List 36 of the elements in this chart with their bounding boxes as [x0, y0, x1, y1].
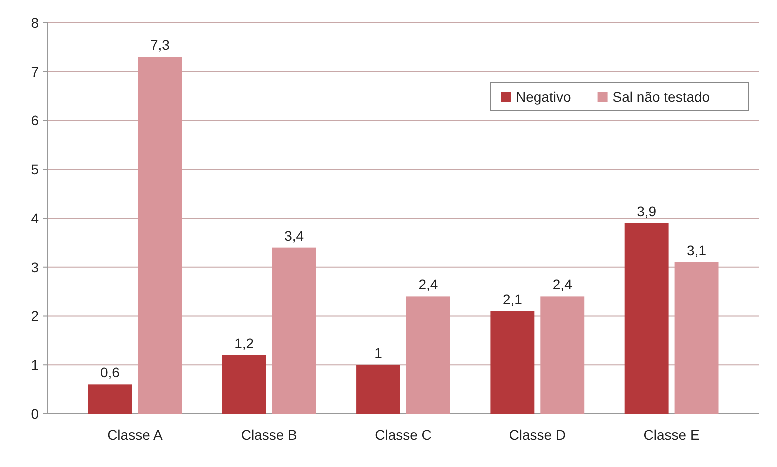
y-tick-label: 7	[31, 64, 40, 80]
data-label: 1	[374, 345, 383, 362]
y-tick-label: 8	[31, 14, 40, 31]
data-label: 7,3	[150, 37, 170, 54]
data-label: 3,9	[637, 203, 657, 220]
data-label: 2,4	[418, 276, 438, 293]
bar	[272, 248, 316, 414]
bar	[222, 355, 266, 414]
y-tick-label: 6	[31, 112, 40, 129]
bar	[88, 384, 132, 414]
x-tick-label: Classe A	[108, 427, 164, 443]
data-label: 3,1	[687, 242, 707, 258]
legend-label: Sal não testado	[612, 88, 710, 105]
y-tick-label: 4	[31, 210, 40, 226]
x-tick-label: Classe D	[509, 427, 566, 443]
data-label: 1,2	[234, 335, 254, 352]
y-tick-label: 2	[31, 308, 40, 324]
bar	[540, 296, 585, 414]
x-tick-label: Classe E	[644, 427, 700, 443]
x-tick-label: Classe B	[241, 427, 298, 443]
bar	[490, 311, 535, 414]
data-label: 2,1	[502, 291, 523, 308]
data-label: 2,4	[552, 276, 573, 293]
data-label: 0,6	[100, 364, 120, 381]
y-tick-label: 0	[31, 406, 40, 422]
bar	[674, 262, 719, 414]
bar	[624, 223, 669, 414]
bar	[356, 365, 400, 414]
y-tick-label: 5	[31, 162, 40, 178]
bar	[406, 296, 450, 414]
x-tick-label: Classe C	[375, 427, 432, 443]
legend-label: Negativo	[516, 88, 572, 105]
y-tick-label: 1	[31, 357, 40, 374]
y-tick-label: 3	[31, 259, 40, 276]
data-label: 3,4	[284, 228, 304, 244]
bar	[138, 57, 182, 414]
